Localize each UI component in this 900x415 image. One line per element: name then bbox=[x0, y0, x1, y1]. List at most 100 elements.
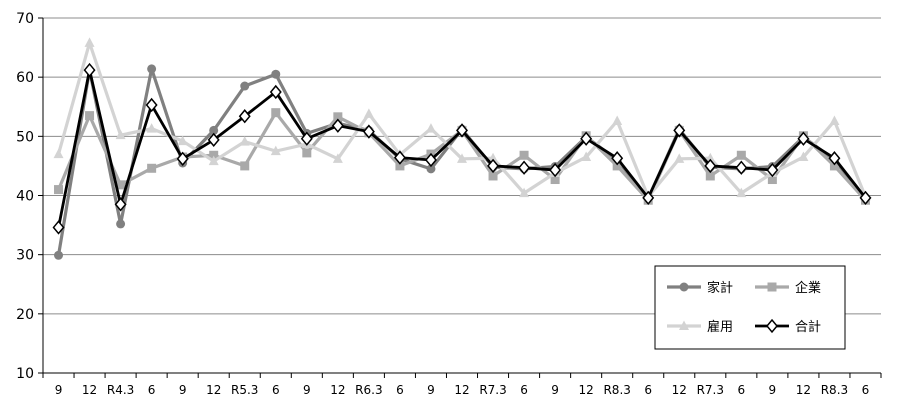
data-point bbox=[53, 148, 64, 159]
x-tick-label: 6 bbox=[396, 383, 404, 397]
data-point bbox=[147, 163, 157, 173]
x-tick-label: R8.3 bbox=[603, 383, 630, 397]
data-point bbox=[425, 123, 436, 133]
data-point bbox=[393, 150, 406, 165]
data-point bbox=[269, 84, 282, 100]
data-point bbox=[83, 62, 96, 78]
x-tick-label: 6 bbox=[738, 383, 746, 397]
data-point bbox=[487, 158, 500, 174]
data-point bbox=[395, 161, 405, 171]
data-point bbox=[209, 150, 219, 160]
legend-marker bbox=[679, 282, 689, 292]
x-tick-label: R7.3 bbox=[479, 383, 506, 397]
data-point bbox=[549, 162, 562, 178]
y-tick-label: 20 bbox=[16, 307, 34, 323]
data-point bbox=[674, 153, 685, 163]
x-tick-label: 6 bbox=[272, 383, 280, 397]
data-point bbox=[612, 161, 622, 171]
legend-label: 企業 bbox=[795, 280, 821, 296]
data-point bbox=[581, 151, 592, 162]
data-point bbox=[859, 190, 872, 206]
data-point bbox=[798, 151, 809, 162]
data-point bbox=[424, 152, 437, 168]
data-point bbox=[736, 187, 747, 198]
data-point bbox=[54, 250, 64, 260]
data-point bbox=[828, 151, 841, 166]
data-point bbox=[363, 108, 374, 118]
data-point bbox=[238, 109, 251, 124]
x-tick-label: 9 bbox=[551, 383, 559, 397]
x-tick-label: R8.3 bbox=[821, 383, 848, 397]
data-point bbox=[85, 111, 95, 121]
x-tick-label: R7.3 bbox=[697, 383, 724, 397]
data-point bbox=[767, 175, 777, 185]
y-tick-label: 50 bbox=[16, 129, 34, 145]
data-point bbox=[519, 150, 529, 160]
x-tick-label: R5.3 bbox=[231, 383, 258, 397]
data-point bbox=[270, 145, 281, 156]
data-point bbox=[550, 175, 560, 185]
x-tick-label: 6 bbox=[862, 383, 870, 397]
data-point bbox=[331, 118, 344, 133]
legend-label: 雇用 bbox=[707, 319, 733, 335]
data-point bbox=[333, 112, 343, 122]
data-point bbox=[114, 197, 127, 212]
x-tick-label: 9 bbox=[179, 383, 187, 397]
data-point bbox=[829, 161, 839, 171]
data-point bbox=[116, 219, 126, 229]
data-point bbox=[240, 81, 250, 91]
data-point bbox=[766, 162, 779, 178]
y-tick-label: 40 bbox=[16, 189, 34, 205]
data-point bbox=[54, 185, 64, 195]
y-tick-label: 10 bbox=[16, 366, 34, 382]
data-point bbox=[302, 148, 312, 158]
data-point bbox=[52, 220, 65, 235]
x-tick-label: 12 bbox=[82, 383, 97, 397]
data-point bbox=[239, 136, 250, 146]
data-point bbox=[642, 190, 655, 206]
x-tick-label: R6.3 bbox=[355, 383, 382, 397]
legend-label: 合計 bbox=[795, 319, 821, 335]
data-point bbox=[673, 123, 686, 138]
data-point bbox=[611, 151, 624, 166]
legend-label: 家計 bbox=[707, 280, 733, 296]
data-point bbox=[300, 131, 313, 146]
data-point bbox=[488, 171, 498, 181]
legend-marker bbox=[767, 282, 777, 292]
data-point bbox=[240, 161, 250, 171]
data-point bbox=[84, 37, 95, 47]
legend-marker bbox=[766, 318, 778, 334]
data-point bbox=[829, 115, 840, 125]
data-point bbox=[271, 108, 281, 118]
data-point bbox=[705, 171, 715, 181]
y-tick-label: 30 bbox=[16, 248, 34, 264]
data-point bbox=[146, 123, 157, 133]
x-tick-label: 9 bbox=[303, 383, 311, 397]
x-tick-label: 6 bbox=[520, 383, 528, 397]
data-point bbox=[177, 135, 188, 146]
data-point bbox=[332, 153, 343, 163]
y-tick-label: 70 bbox=[16, 11, 34, 27]
data-point bbox=[145, 97, 158, 113]
x-tick-label: 9 bbox=[769, 383, 777, 397]
x-tick-label: 12 bbox=[330, 383, 345, 397]
legend-box bbox=[654, 265, 846, 350]
x-tick-label: 12 bbox=[206, 383, 221, 397]
x-tick-label: 12 bbox=[796, 383, 811, 397]
data-point bbox=[116, 180, 126, 190]
x-tick-label: 9 bbox=[427, 383, 435, 397]
x-tick-label: 12 bbox=[579, 383, 594, 397]
y-tick-label: 60 bbox=[16, 70, 34, 86]
data-point bbox=[705, 152, 716, 163]
x-tick-label: 6 bbox=[148, 383, 156, 397]
data-point bbox=[207, 132, 220, 148]
legend-marker bbox=[679, 320, 689, 330]
x-tick-label: 12 bbox=[672, 383, 687, 397]
series-line-3 bbox=[56, 41, 867, 199]
x-tick-label: 12 bbox=[454, 383, 469, 397]
data-point bbox=[735, 160, 748, 175]
x-tick-label: R4.3 bbox=[107, 383, 134, 397]
data-point bbox=[612, 115, 623, 125]
